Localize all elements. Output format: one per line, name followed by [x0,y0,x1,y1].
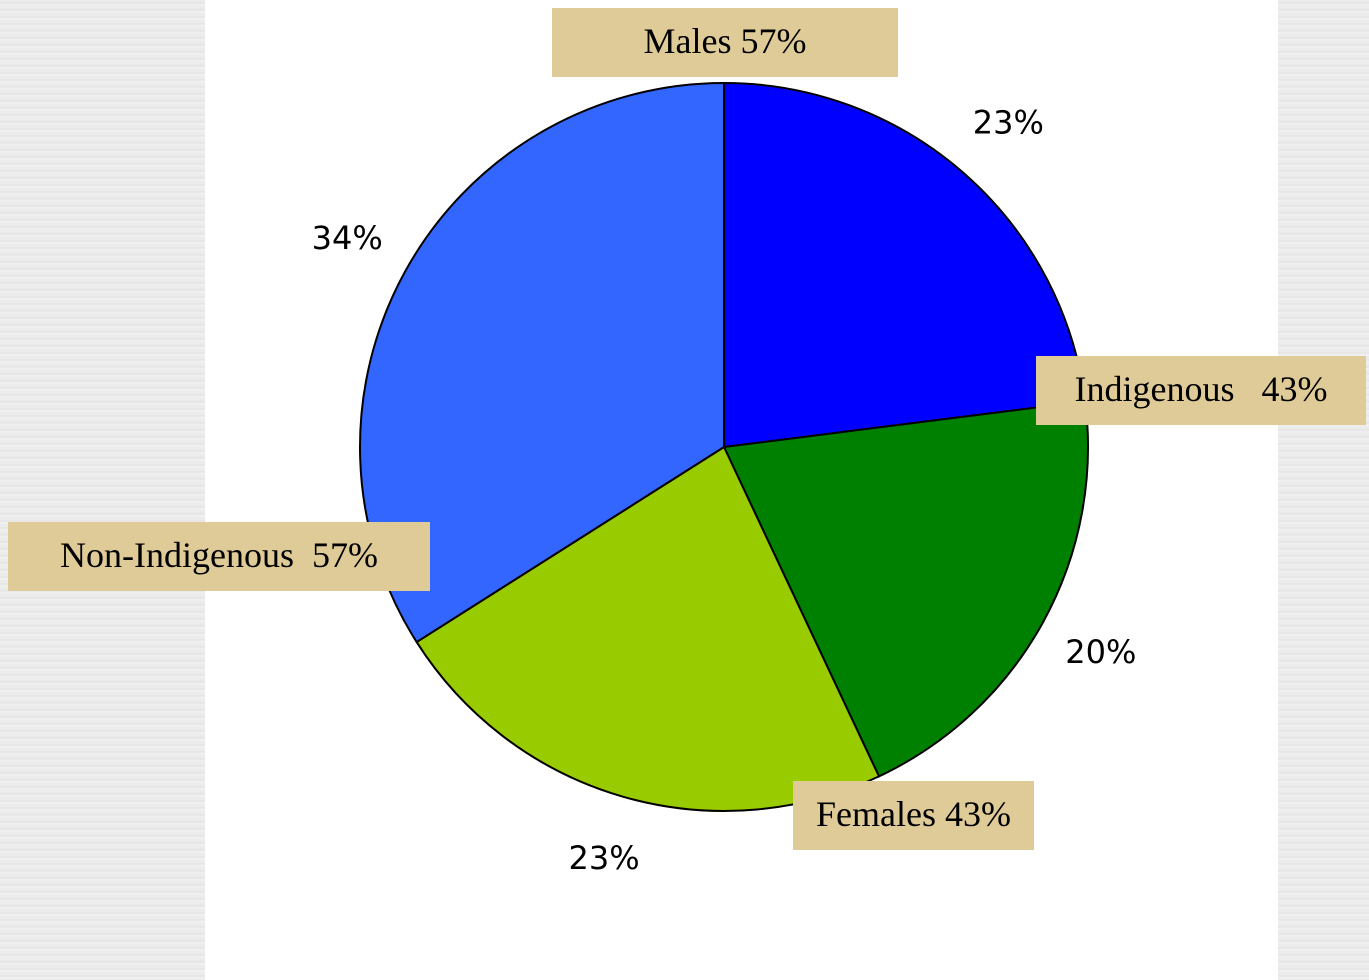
pie-slice [722,400,1089,778]
annotation: Females 43% [816,794,1011,834]
data-label: 23% [568,839,639,877]
data-label: 34% [312,219,383,257]
pie-slice [723,81,1087,449]
annotation: Males 57% [644,21,807,61]
annotation: Non-Indigenous 57% [60,535,378,575]
annotation: Indigenous 43% [1075,369,1328,409]
annotation-box [8,522,430,591]
data-label: 23% [973,103,1044,141]
annotation-box [793,781,1034,850]
data-label: 20% [1065,633,1136,671]
annotation-box [552,8,898,77]
annotation-box [1036,356,1366,425]
